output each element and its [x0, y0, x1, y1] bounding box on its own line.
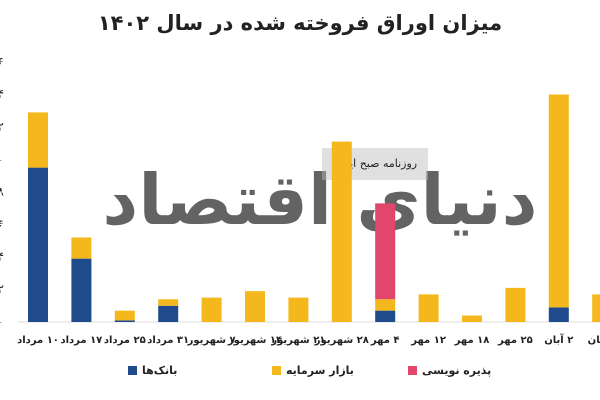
bar-segment — [288, 297, 309, 322]
bar-segment — [71, 258, 92, 322]
x-tick-label: ۲ آبان — [544, 333, 573, 346]
bar-segment — [158, 299, 179, 306]
x-tick-label: ۱۰ مرداد — [17, 335, 59, 346]
legend-label: بازار سرمایه — [286, 364, 354, 377]
x-tick-label: ۳۱ مرداد — [147, 335, 189, 346]
bar-segment — [331, 141, 352, 322]
bar-segment — [375, 203, 396, 300]
x-tick-label: ۱۴ شهریور — [227, 335, 282, 346]
bar-segment — [245, 291, 265, 322]
legend-label: بانک‌ها — [142, 364, 177, 377]
bar-segment — [28, 112, 48, 168]
legend-swatch — [128, 366, 137, 375]
legend-swatch — [272, 366, 281, 375]
bar-segment — [28, 167, 48, 322]
bar-segment — [592, 294, 600, 322]
bar-segment — [158, 305, 179, 322]
bar-segment — [375, 299, 396, 311]
chart-title: میزان اوراق فروخته شده در سال ۱۴۰۲ — [98, 11, 502, 35]
x-tick-label: ۴ مهر — [370, 335, 400, 346]
bar-segment — [548, 94, 569, 308]
legend-label: پذیره نویسی — [422, 364, 491, 377]
x-tick-label: ۱۸ مهر — [454, 335, 490, 346]
x-tick-label: ۱۷ مرداد — [60, 335, 102, 346]
bar-segment — [114, 310, 135, 321]
legend-swatch — [408, 366, 417, 375]
x-tick-label: ۹ آبان — [588, 333, 600, 346]
bar-segment — [375, 310, 396, 322]
bar-segment — [462, 315, 482, 322]
x-tick-label: ۲۱ شهریور — [270, 335, 325, 346]
bar-segment — [201, 297, 222, 322]
bar-segment — [114, 320, 135, 322]
x-tick-label: ۲۵ مرداد — [104, 335, 146, 346]
watermark-subtitle: روزنامه صبح ایران — [333, 157, 417, 170]
bar-segment — [548, 307, 569, 322]
bar-segment — [71, 237, 92, 259]
bar-segment — [418, 294, 439, 322]
x-tick-label: ۱۲ مهر — [410, 335, 446, 346]
x-tick-label: ۷ شهریور — [187, 335, 236, 346]
x-tick-label: ۲۵ مهر — [497, 335, 533, 346]
x-tick-label: ۲۸ شهریور — [314, 335, 369, 346]
bar-segment — [505, 287, 526, 322]
watermark: دنیای اقتصاد — [102, 159, 537, 241]
